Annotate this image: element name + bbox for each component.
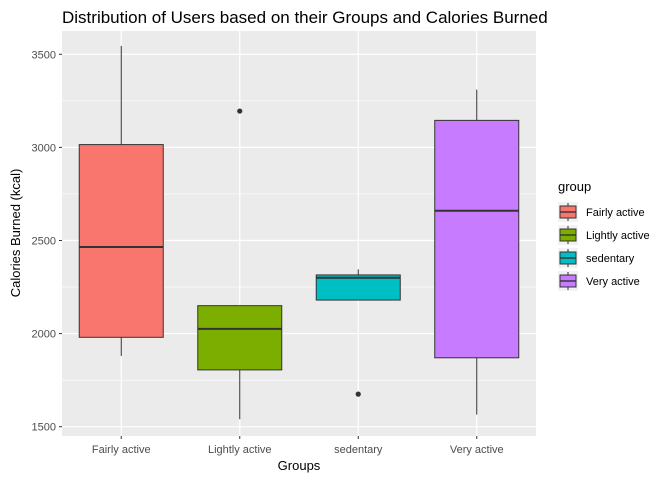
legend-item: Fairly active <box>558 202 645 222</box>
legend-label: sedentary <box>586 253 635 265</box>
legend-item: sedentary <box>558 248 635 268</box>
box-group <box>78 45 164 356</box>
box <box>434 119 520 359</box>
legend-item: Lightly active <box>558 225 650 245</box>
y-tick-label: 3000 <box>32 142 56 154</box>
y-tick-label: 3500 <box>32 49 56 61</box>
outlier-point <box>237 108 243 114</box>
y-axis: 1500 2000 2500 3000 3500 <box>32 49 62 434</box>
y-tick-label: 2000 <box>32 329 56 341</box>
legend-label: Fairly active <box>586 207 645 219</box>
boxes <box>78 45 520 420</box>
box-group <box>434 89 520 415</box>
x-axis-title: Groups <box>278 458 321 473</box>
legend-title: group <box>558 179 591 194</box>
legend: Fairly active Lightly active sedentary Very… <box>558 202 650 291</box>
x-tick-label: Very active <box>450 444 504 456</box>
outlier-point <box>355 391 361 397</box>
y-tick-label: 2500 <box>32 235 56 247</box>
legend-item: Very active <box>558 271 640 291</box>
x-tick-label: Lightly active <box>208 444 272 456</box>
box-group <box>197 108 283 420</box>
y-axis-title: Calories Burned (kcal) <box>8 169 23 298</box>
x-tick-label: Fairly active <box>92 444 151 456</box>
legend-label: Very active <box>586 276 640 288</box>
box <box>197 305 283 371</box>
box <box>315 274 401 301</box>
y-tick-label: 1500 <box>32 422 56 434</box>
chart-title: Distribution of Users based on their Gro… <box>62 8 548 27</box>
box <box>78 144 164 338</box>
x-tick-label: sedentary <box>334 444 383 456</box>
legend-label: Lightly active <box>586 230 650 242</box>
box-group <box>315 269 401 397</box>
x-axis: Fairly active Lightly active sedentary Very… <box>92 436 504 456</box>
